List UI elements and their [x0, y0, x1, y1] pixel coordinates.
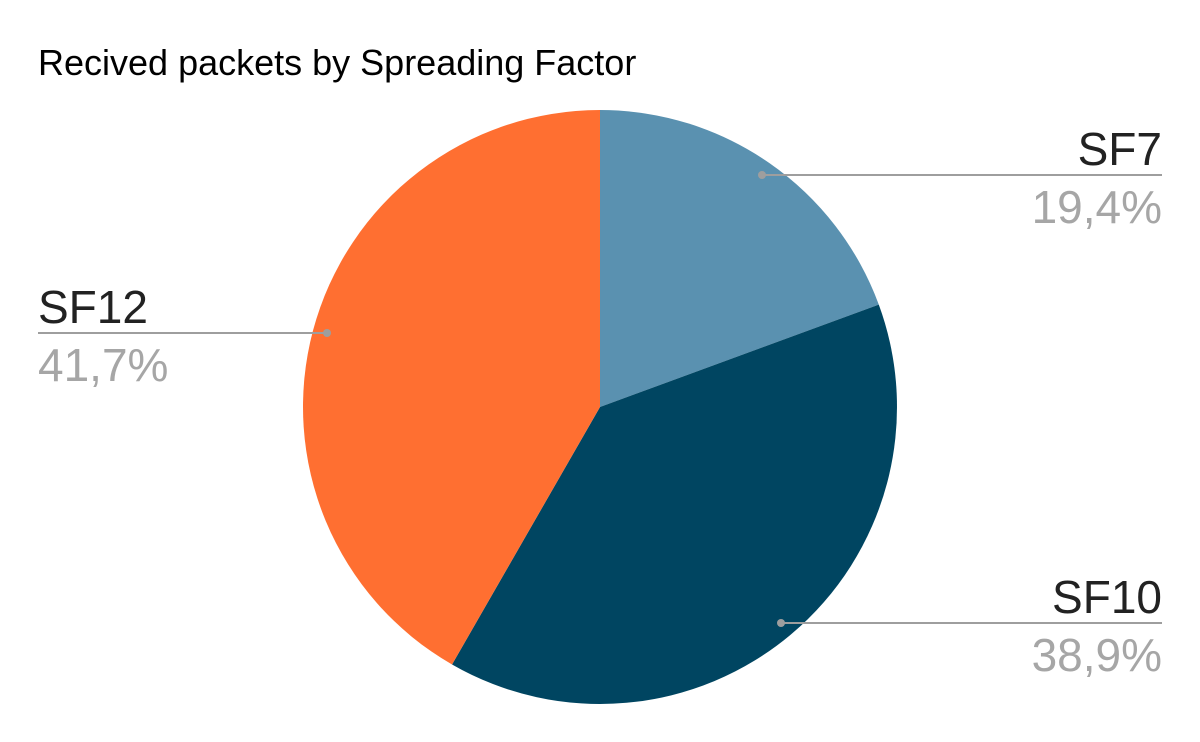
slice-labels: SF7 19,4% SF10 38,9% SF12 41,7%: [38, 123, 1162, 681]
slice-label-sf12: SF12: [38, 281, 148, 333]
slice-label-sf10: SF10: [1052, 571, 1162, 623]
pie-slice-sf7: [600, 110, 879, 407]
pie-slice-sf12: [303, 110, 600, 665]
slice-value-sf7: 19,4%: [1032, 181, 1162, 233]
slice-value-sf12: 41,7%: [38, 339, 168, 391]
slice-label-sf7: SF7: [1078, 123, 1162, 175]
pie-slices: [303, 110, 897, 704]
leader-dot-sf7: [758, 171, 766, 179]
leader-dot-sf10: [777, 619, 785, 627]
slice-value-sf10: 38,9%: [1032, 629, 1162, 681]
leader-dot-sf12: [323, 329, 331, 337]
pie-slice-sf10: [452, 304, 897, 704]
chart-title: Recived packets by Spreading Factor: [38, 42, 636, 83]
